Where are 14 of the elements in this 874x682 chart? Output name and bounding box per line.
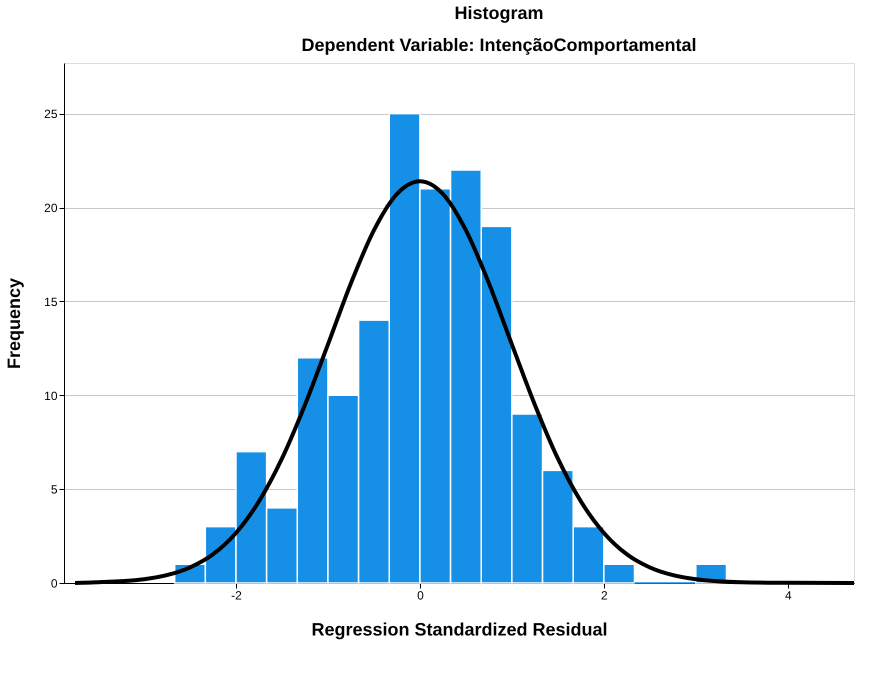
- y-tick-label: 20: [44, 201, 58, 216]
- y-tick-label: 5: [50, 482, 58, 497]
- x-tick-label: 0: [417, 588, 424, 602]
- chart-subtitle: Dependent Variable: IntençãoComportamental: [301, 35, 697, 55]
- x-tick-label: -2: [231, 588, 242, 602]
- x-tick-label: 4: [784, 588, 792, 602]
- y-tick-label: 15: [44, 294, 58, 309]
- y-tick-label: 25: [44, 107, 58, 122]
- x-axis-title: Regression Standardized Residual: [311, 620, 608, 640]
- y-tick-label: 0: [50, 576, 58, 590]
- chart-title: Histogram: [454, 3, 544, 23]
- y-axis-title: Frequency: [4, 278, 24, 370]
- y-tick-label: 10: [44, 388, 58, 403]
- x-tick-label: 2: [601, 588, 608, 602]
